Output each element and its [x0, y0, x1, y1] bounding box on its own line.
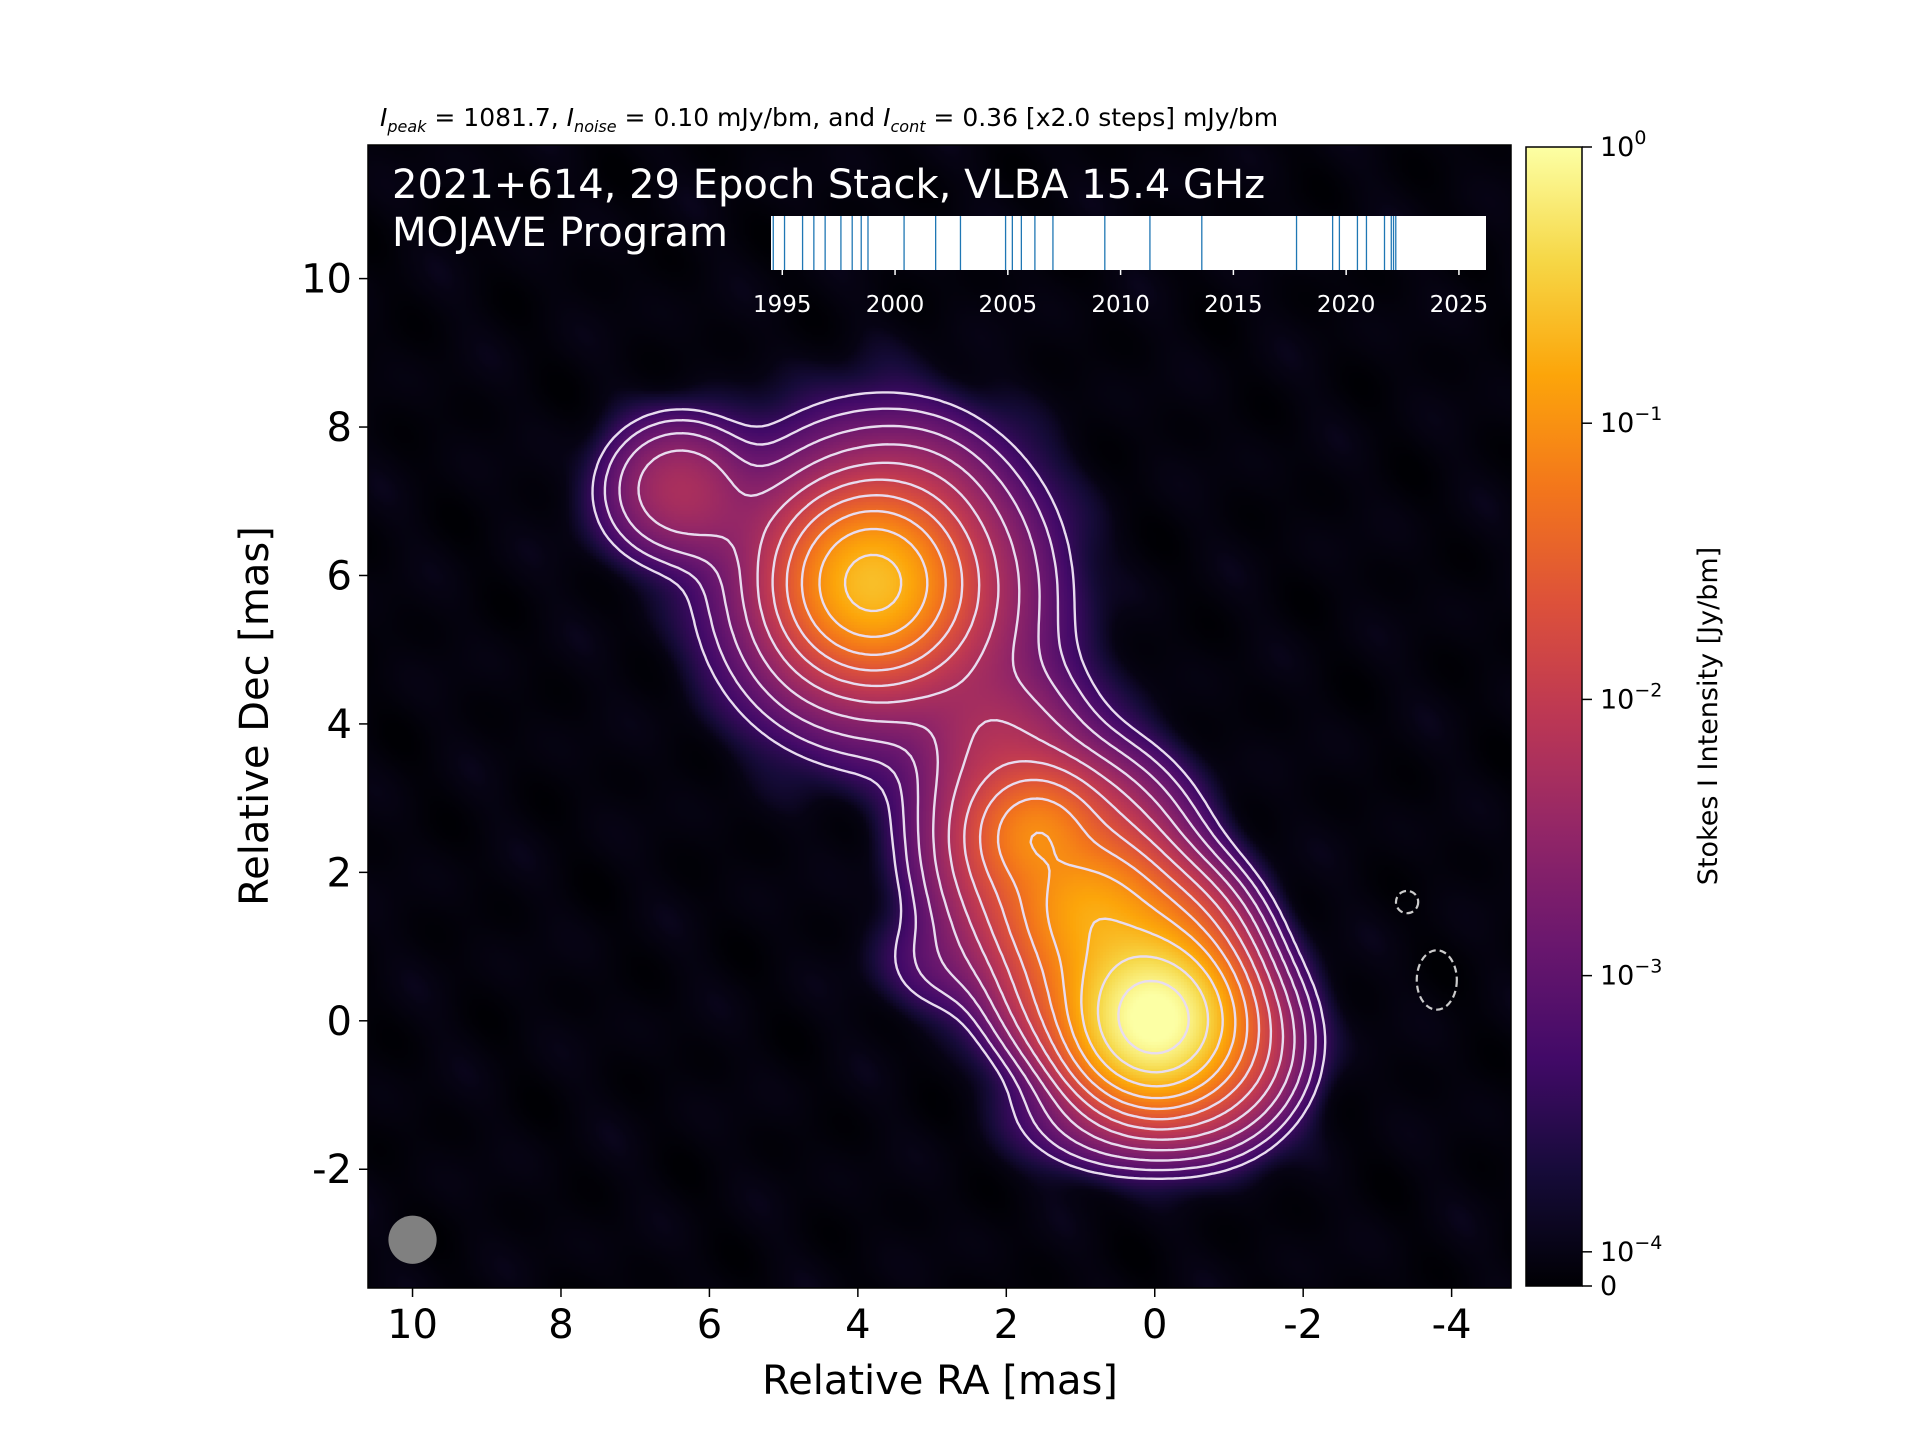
colorbar-tick-label: 10−1: [1600, 403, 1662, 439]
timeline-tick-label: 2025: [1430, 292, 1489, 318]
timeline-tick-label: 2015: [1204, 292, 1263, 318]
colorbar-label: Stokes I Intensity [Jy/bm]: [1693, 547, 1724, 885]
timeline-box: [771, 216, 1486, 270]
timeline-tick-label: 2005: [979, 292, 1038, 318]
plot-area: 2021+614, 29 Epoch Stack, VLBA 15.4 GHz …: [368, 145, 1511, 1288]
y-tick-label: 2: [327, 850, 352, 896]
y-tick-label: 0: [327, 999, 352, 1045]
contour-level-12: [1117, 979, 1190, 1055]
x-axis-label: Relative RA [mas]: [762, 1358, 1118, 1404]
x-tick-label: 8: [548, 1302, 573, 1348]
header-annotation: Ipeak = 1081.7, Inoise = 0.10 mJy/bm, an…: [380, 103, 1278, 136]
colorbar-tick-label: 100: [1600, 127, 1646, 163]
contour-layer: [591, 391, 1327, 1180]
timeline-ticks: 1995 2000 2005 2010 2015 2020 2025: [753, 270, 1488, 318]
contour-level-5: [756, 461, 1285, 1141]
timeline-tick-label: 2000: [866, 292, 925, 318]
colorbar-ticks: 100 10−1 10−2 10−3 10−40: [1582, 127, 1662, 1302]
contour-level-4: [637, 443, 1296, 1152]
contour-level-3: [618, 424, 1307, 1162]
contour-level-2: [603, 407, 1317, 1172]
x-tick-label: 10: [387, 1302, 438, 1348]
negative-contour-layer: [1394, 889, 1458, 1011]
contour-level-7: [785, 494, 1261, 1121]
plot-subtitle: MOJAVE Program: [392, 210, 728, 256]
colorbar-tick-label: 0: [1600, 1271, 1617, 1302]
contour-level-8: [800, 509, 1249, 1111]
colorbar-tick-label: 10−2: [1600, 679, 1662, 715]
y-tick-label: 10: [301, 257, 352, 303]
colorbar-tick-label: 10−4: [1600, 1232, 1662, 1268]
y-tick-label: -2: [312, 1147, 352, 1193]
contour-level-9: [818, 527, 1237, 1100]
x-tick-label: -2: [1283, 1302, 1323, 1348]
timeline-epochs: [772, 216, 1397, 270]
colorbar-tick-label: 10−3: [1600, 956, 1662, 992]
epoch-timeline: 1995 2000 2005 2010 2015 2020 2025: [753, 216, 1488, 318]
colorbar-frame: [1525, 146, 1583, 1287]
y-tick-label: 6: [327, 553, 352, 599]
x-tick-label: -4: [1432, 1302, 1472, 1348]
y-axis-label: Relative Dec [mas]: [232, 526, 278, 906]
y-tick-label: 8: [327, 405, 352, 451]
x-tick-label: 0: [1142, 1302, 1167, 1348]
negative-contour-2: [1415, 949, 1458, 1011]
x-tick-label: 2: [994, 1302, 1019, 1348]
contour-level-6: [771, 478, 1273, 1131]
colorbar: 100 10−1 10−2 10−3 10−40 Stokes I Intensity …: [1525, 127, 1724, 1302]
contour-level-1: [591, 391, 1327, 1180]
x-tick-label: 4: [845, 1302, 870, 1348]
plot-title: 2021+614, 29 Epoch Stack, VLBA 15.4 GHz: [392, 162, 1265, 208]
colorbar-gradient: [1526, 147, 1582, 1286]
plot-frame: [367, 144, 1512, 1289]
y-tick-label: 4: [327, 702, 352, 748]
y-axis-ticks: 10 8 6 4 2 0 -2: [301, 257, 368, 1193]
timeline-tick-label: 2020: [1317, 292, 1376, 318]
x-axis-ticks: 10 8 6 4 2 0 -2 -4: [387, 1288, 1472, 1348]
contour-level-11: [1096, 955, 1210, 1074]
timeline-tick-label: 1995: [753, 292, 812, 318]
intensity-image: [368, 145, 1511, 1288]
timeline-tick-label: 2010: [1091, 292, 1150, 318]
contour-level-10: [843, 553, 1224, 1088]
beam-ellipse: [388, 1215, 437, 1264]
negative-contour-1: [1394, 889, 1420, 915]
x-tick-label: 6: [697, 1302, 722, 1348]
